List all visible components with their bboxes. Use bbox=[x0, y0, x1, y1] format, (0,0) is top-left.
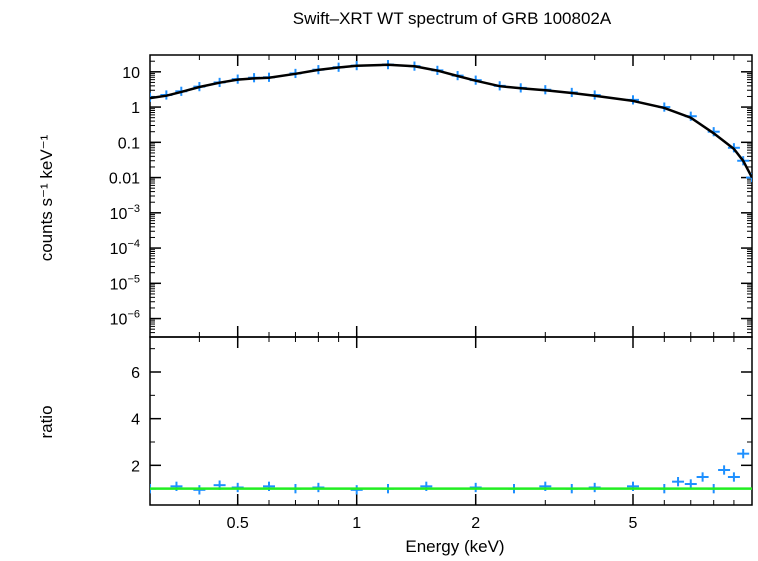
x-tick-label: 0.5 bbox=[227, 515, 249, 532]
y-tick-label: 10−5 bbox=[110, 273, 140, 293]
x-tick-label: 1 bbox=[352, 515, 361, 532]
ratio-y-tick-label: 2 bbox=[131, 458, 140, 475]
top-panel-plot bbox=[150, 60, 752, 183]
chart-title: Swift–XRT WT spectrum of GRB 100802A bbox=[293, 9, 612, 28]
y-tick-label: 1 bbox=[131, 100, 140, 117]
y-tick-label: 10−3 bbox=[110, 203, 140, 223]
ratio-y-tick-label: 4 bbox=[131, 412, 140, 429]
model-line bbox=[150, 63, 752, 179]
y-tick-label: 10−4 bbox=[110, 238, 140, 258]
y-tick-label: 0.01 bbox=[109, 171, 140, 188]
y-tick-label: 10−6 bbox=[110, 309, 140, 329]
ratio-y-tick-label: 6 bbox=[131, 365, 140, 382]
x-tick-label: 2 bbox=[471, 515, 480, 532]
plot-layer: 0.5 1 2 5 10 1 0.1 0.01 10−3 10−4 10−5 10−6 2 4 6 bbox=[109, 54, 753, 532]
top-panel-y-axis-label: counts s⁻¹ keV⁻¹ bbox=[37, 134, 56, 261]
y-tick-label: 10 bbox=[122, 65, 140, 82]
bottom-panel-plot bbox=[150, 449, 752, 495]
bottom-panel-frame bbox=[149, 336, 753, 506]
x-tick-label: 5 bbox=[629, 515, 638, 532]
top-panel-frame bbox=[149, 54, 753, 338]
x-axis-label: Energy (keV) bbox=[405, 537, 504, 556]
bottom-panel-y-axis-label: ratio bbox=[37, 405, 56, 438]
y-tick-label: 0.1 bbox=[118, 135, 140, 152]
